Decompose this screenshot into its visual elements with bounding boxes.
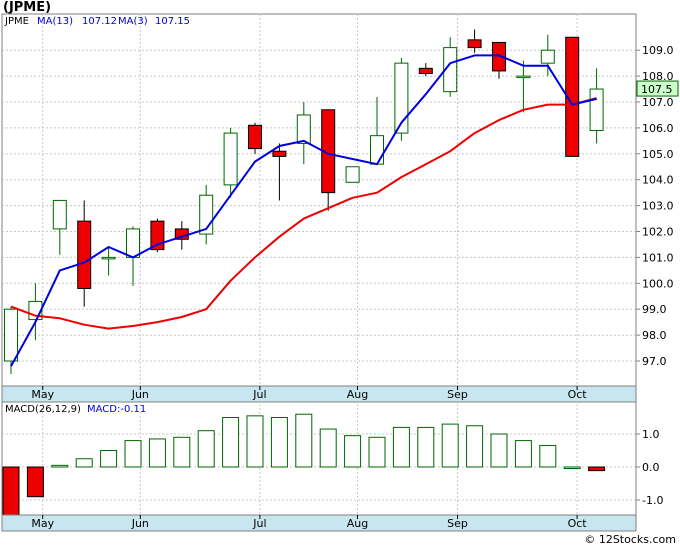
candle-up — [443, 47, 458, 93]
macd-bar-positive — [417, 426, 435, 468]
macd-bar-positive — [270, 417, 288, 468]
ma13-line — [10, 54, 597, 367]
candle-up — [296, 114, 311, 144]
macd-bar-positive — [51, 464, 69, 468]
price-month-axis — [1, 385, 637, 403]
macd-bar-positive — [490, 433, 508, 468]
macd-bar-positive — [173, 436, 191, 468]
legend-ma13-value: 107.12 — [82, 16, 117, 27]
macd-bar-negative — [2, 466, 20, 517]
macd-bar-positive — [124, 440, 142, 468]
macd-tick-label: 1.0 — [642, 428, 660, 441]
candle-up — [223, 132, 238, 186]
ma3-line — [10, 97, 597, 330]
macd-bar-positive — [148, 438, 166, 468]
last-price-label: 107.5 — [641, 83, 673, 96]
price-tick-label: 109.0 — [642, 44, 674, 57]
last-price-box — [636, 80, 679, 97]
month-label: Aug — [347, 517, 368, 530]
candle-up — [516, 75, 531, 79]
price-tick-label: 99.0 — [642, 303, 667, 316]
macd-bar-positive — [539, 445, 557, 468]
price-tick-label: 100.0 — [642, 277, 674, 290]
macd-bar-positive — [441, 423, 459, 468]
candle-up — [52, 199, 67, 230]
macd-bar-positive — [466, 425, 484, 468]
price-tick-label: 98.0 — [642, 329, 667, 342]
month-label: Oct — [568, 388, 588, 401]
price-plot-area — [1, 13, 637, 387]
macd-bar-positive — [197, 430, 215, 468]
legend-ma3-value: 107.15 — [155, 16, 190, 27]
month-label: May — [31, 517, 54, 530]
macd-bar-positive — [514, 440, 532, 468]
month-label: Sep — [447, 388, 468, 401]
macd-tick-label: 0.0 — [642, 461, 660, 474]
candle-down — [248, 124, 262, 150]
legend-ma3: MA(3) — [118, 16, 148, 27]
macd-bar-positive — [344, 435, 362, 468]
month-label: Jun — [131, 517, 149, 530]
macd-panel: -1.0 0.0 1.0 MACD(26,12,9) MACD:-0.11 — [1, 399, 663, 517]
price-tick-label: 101.0 — [642, 251, 674, 264]
price-tick-label: 106.0 — [642, 122, 674, 135]
macd-month-axis — [1, 514, 637, 532]
candle-down — [418, 67, 433, 75]
footer-credit: © 12Stocks.com — [584, 533, 676, 546]
macd-bar-positive — [563, 466, 581, 469]
month-label: Aug — [347, 388, 368, 401]
macd-bar-positive — [319, 428, 337, 468]
macd-bar-negative — [588, 466, 606, 472]
price-tick-label: 107.0 — [642, 96, 674, 109]
price-panel: 97.0 98.0 99.0 100.0 101.0 102.0 103.0 104.0 105… — [1, 13, 679, 387]
macd-bar-positive — [368, 436, 386, 468]
legend-ticker: JPME — [4, 16, 29, 27]
price-tick-label: 97.0 — [642, 355, 667, 368]
macd-label: MACD(26,12,9) — [5, 404, 81, 415]
price-tick-label: 108.0 — [642, 70, 674, 83]
chart-title: (JPME) — [3, 0, 52, 15]
macd-bar-positive — [100, 450, 118, 468]
macd-bar-positive — [246, 415, 264, 468]
candle-down — [467, 39, 482, 49]
candle-up — [540, 49, 555, 64]
candle-up — [589, 88, 604, 131]
price-tick-label: 105.0 — [642, 148, 674, 161]
month-label: Sep — [447, 517, 468, 530]
candle-down — [565, 36, 580, 157]
candle-up — [370, 135, 384, 165]
macd-bar-positive — [392, 426, 410, 468]
macd-bar-positive — [222, 417, 240, 468]
macd-bar-negative — [26, 466, 44, 498]
legend-ma13: MA(13) — [37, 16, 73, 27]
price-tick-label: 102.0 — [642, 226, 674, 239]
candle-up — [101, 256, 116, 260]
month-label: May — [31, 388, 54, 401]
month-label: Jun — [131, 388, 149, 401]
month-label: Jul — [252, 517, 266, 530]
candle-up — [345, 166, 360, 183]
month-label: Oct — [568, 517, 588, 530]
month-label: Jul — [252, 388, 266, 401]
macd-value-label: MACD:-0.11 — [87, 404, 146, 415]
macd-tick-label: -1.0 — [642, 494, 663, 507]
candle-down — [272, 150, 287, 157]
candle-up — [4, 308, 18, 362]
candle-up — [126, 228, 140, 258]
macd-bar-positive — [75, 458, 93, 468]
candle-down — [77, 220, 92, 289]
candle-down — [492, 41, 506, 72]
price-tick-label: 104.0 — [642, 174, 674, 187]
month-axis: May Jun Jul Aug Sep Oct May Jun Jul Aug Sep Oct — [1, 385, 637, 532]
macd-bar-positive — [295, 413, 313, 468]
candle-up — [394, 62, 409, 134]
price-tick-label: 103.0 — [642, 200, 674, 213]
